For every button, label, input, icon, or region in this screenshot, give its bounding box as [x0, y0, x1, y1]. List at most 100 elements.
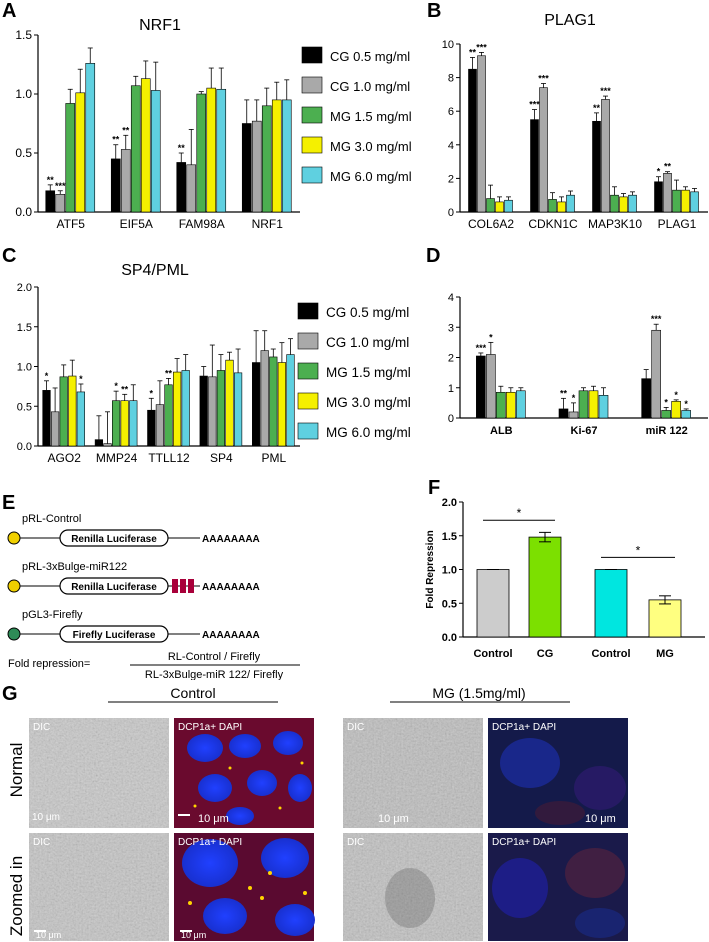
chart-title: NRF1 — [139, 17, 181, 34]
legend-label: CG 1.0 mg/ml — [326, 335, 409, 350]
formula-numerator: RL-Control / Firefly — [168, 651, 261, 663]
significance-label: * — [664, 397, 668, 407]
panel-label-g: G — [2, 683, 18, 705]
x-tick-label: Control — [473, 648, 512, 660]
significance-label: ** — [178, 143, 186, 153]
y-tick-label: 1.5 — [442, 531, 457, 543]
micro-image-dic: DIC — [343, 833, 483, 941]
bar — [548, 199, 557, 213]
legend-swatch — [301, 166, 323, 184]
bar — [216, 88, 227, 213]
x-tick-label: MG — [656, 648, 674, 660]
bar — [530, 119, 539, 213]
bar — [271, 99, 282, 213]
bar — [672, 189, 681, 213]
legend-label: CG 0.5 mg/ml — [330, 49, 410, 64]
x-tick-label: PLAG1 — [658, 217, 697, 231]
svg-text:DCP1a+ DAPI: DCP1a+ DAPI — [178, 837, 242, 848]
significance-label: *** — [476, 343, 487, 353]
bar — [528, 536, 562, 638]
bar — [172, 371, 182, 447]
legend-swatch — [301, 106, 323, 124]
bar — [216, 370, 225, 447]
y-tick-label: 2.0 — [17, 282, 32, 294]
bar — [140, 78, 151, 213]
chart-title: PLAG1 — [544, 12, 596, 29]
legend-label: CG 0.5 mg/ml — [326, 305, 409, 320]
bar — [75, 92, 86, 213]
x-tick-label: ALB — [490, 425, 513, 437]
bar — [110, 158, 121, 213]
svg-text:DCP1a+ DAPI: DCP1a+ DAPI — [492, 837, 556, 848]
bar — [663, 173, 672, 213]
y-tick-label: 0 — [448, 207, 454, 219]
x-tick-label: MAP3K10 — [588, 217, 642, 231]
x-tick-label: COL6A2 — [468, 217, 514, 231]
bar — [281, 99, 292, 213]
promoter-circle-icon — [7, 531, 21, 545]
bar — [129, 400, 138, 447]
bar — [516, 390, 526, 419]
chart-title: SP4/PML — [121, 262, 189, 279]
bar — [261, 105, 272, 213]
significance-label: * — [572, 393, 576, 403]
bar — [681, 189, 690, 213]
bar — [651, 329, 661, 419]
svg-text:10 μm: 10 μm — [378, 813, 409, 825]
bar — [51, 411, 60, 447]
chart-plag1: PLAG10246810*****COL6A2******CDKN1C*****… — [442, 12, 708, 231]
y-tick-label: 1 — [448, 383, 454, 395]
bar — [588, 390, 599, 419]
significance-label: * — [114, 381, 118, 391]
bar — [477, 55, 486, 213]
x-tick-label: CG — [537, 648, 554, 660]
x-tick-label: SP4 — [210, 451, 233, 465]
bar — [55, 194, 66, 213]
bar — [225, 359, 234, 447]
x-tick-label: miR 122 — [646, 425, 688, 437]
micro-image-fluorescence: DCP1a+ DAPI — [488, 833, 628, 941]
bar — [476, 355, 486, 419]
panel-label-f: F — [428, 477, 441, 499]
bar — [42, 390, 51, 447]
gene-label: Renilla Luciferase — [71, 534, 157, 545]
bar — [661, 410, 671, 419]
legend-label: MG 1.5 mg/ml — [326, 365, 411, 380]
y-tick-label: 2 — [448, 353, 454, 365]
gene-box — [59, 529, 169, 547]
significance-label: ** — [122, 125, 130, 135]
bar — [208, 376, 217, 447]
svg-text:10 μm: 10 μm — [36, 930, 61, 940]
bar — [619, 196, 628, 213]
bar — [120, 400, 129, 447]
bar — [103, 443, 112, 447]
bar — [566, 194, 575, 213]
significance-label: *** — [529, 100, 540, 110]
bar — [65, 103, 76, 213]
bar — [147, 409, 156, 447]
panel-label-a: A — [2, 0, 17, 22]
bar — [199, 375, 208, 447]
legend-swatch — [297, 422, 319, 440]
y-tick-label: 0.0 — [442, 632, 457, 644]
legend-label: MG 6.0 mg/ml — [330, 169, 412, 184]
svg-text:10 μm: 10 μm — [585, 813, 616, 825]
y-tick-label: 10 — [442, 39, 454, 51]
bar — [671, 401, 681, 419]
bar — [155, 404, 165, 447]
legend-swatch — [301, 46, 323, 64]
bar — [186, 164, 197, 213]
bar — [68, 375, 77, 447]
micro-image-fluorescence: DCP1a+ DAPI 10 μm — [174, 833, 315, 941]
panel-label-d: D — [426, 245, 441, 267]
significance-label: * — [636, 543, 641, 557]
svg-text:10 μm: 10 μm — [198, 813, 229, 825]
bar — [592, 120, 601, 213]
micro-image-fluorescence: DCP1a+ DAPI 10 μm — [174, 718, 314, 828]
bar — [233, 372, 243, 447]
chart-fold-repression: Fold Repression 0.0 0.5 1.0 1.5 2.0 Control CG C… — [425, 497, 705, 660]
legend-label: MG 6.0 mg/ml — [326, 425, 411, 440]
legend-swatch — [301, 76, 323, 94]
x-tick-label: AGO2 — [48, 451, 82, 465]
